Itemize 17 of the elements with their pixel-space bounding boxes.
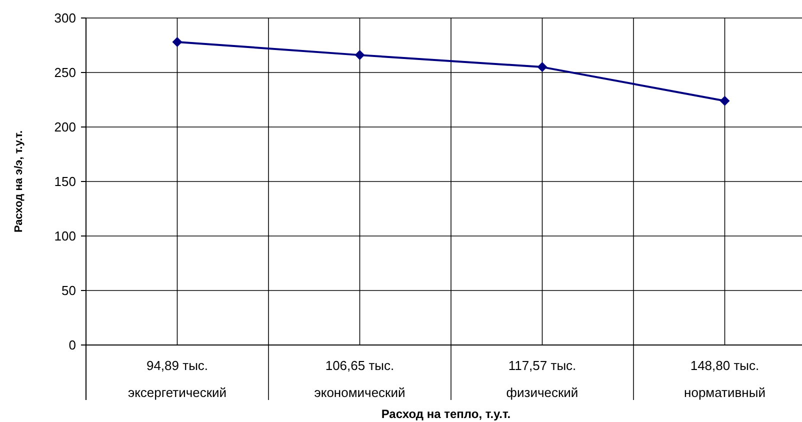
x-tick-label: 94,89 тыс. эксергетический: [128, 358, 227, 400]
y-tick-label: 200: [54, 120, 76, 135]
x-tick-label: 117,57 тыс. физический: [506, 358, 578, 400]
y-tick-label: 150: [54, 174, 76, 190]
y-axis-title: Расход на э/э, т.у.т.: [13, 130, 25, 233]
y-tick-label: 100: [54, 228, 76, 244]
x-axis-title: Расход на тепло, т.у.т.: [381, 407, 511, 421]
y-tick-label: 0: [68, 338, 76, 353]
y-tick-label: 50: [62, 283, 76, 298]
y-tick-label: 250: [54, 65, 76, 80]
x-tick-label: 148,80 тыс. нормативный: [684, 358, 766, 400]
x-tick-label: 106,65 тыс. экономический: [314, 358, 406, 400]
y-tick-label: 300: [54, 10, 76, 26]
point: [720, 96, 730, 106]
point: [537, 62, 548, 72]
point: [354, 50, 365, 60]
point: [172, 36, 182, 47]
